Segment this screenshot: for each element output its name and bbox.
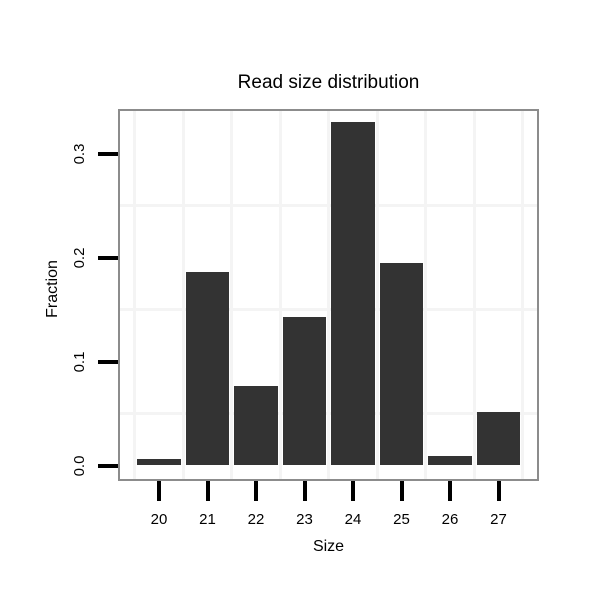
x-axis-tick [399,481,404,501]
minor-gridline-vertical [230,111,234,479]
x-axis-tick-label: 25 [393,511,410,528]
x-axis-tick [157,481,161,501]
y-axis-tick [98,151,118,156]
plot-panel [118,109,539,481]
minor-gridline-horizontal [120,412,537,415]
x-axis-tick [351,481,355,501]
x-axis-tick-label: 24 [344,511,362,528]
x-axis-tick [448,481,452,501]
minor-gridline-vertical [424,111,428,479]
bar-size-24 [331,122,375,466]
minor-gridline-horizontal [120,308,537,311]
minor-gridline-vertical [278,111,282,479]
y-axis-tick [98,359,118,364]
x-axis-tick [254,481,258,501]
bar-size-21 [185,272,230,466]
bar-size-27 [476,412,521,466]
minor-gridline-vertical [133,111,137,479]
minor-gridline-horizontal [120,204,537,207]
minor-gridline-vertical [521,111,525,479]
bar-size-26 [428,456,472,466]
x-axis-tick-label: 22 [247,511,265,528]
y-axis-tick-label: 0.2 [71,247,88,268]
bar-size-20 [137,459,181,466]
minor-gridline-vertical [375,111,379,479]
chart-title: Read size distribution [237,72,420,93]
x-axis-label: Size [312,538,345,555]
y-axis-tick [98,463,118,468]
y-axis-label: Fraction [44,260,61,318]
y-axis-tick-label: 0.1 [71,351,88,372]
x-axis-tick-label: 27 [490,511,507,528]
x-axis-tick-label: 21 [199,511,216,528]
x-axis-tick-label: 23 [296,511,313,528]
minor-gridline-vertical [181,111,185,479]
x-axis-tick [496,481,501,501]
x-axis-tick [205,481,210,501]
bar-size-25 [379,262,424,466]
x-axis-tick-label: 26 [441,511,459,528]
x-axis-tick-label: 20 [150,511,168,528]
x-axis-tick [302,481,307,501]
y-axis-tick-label: 0.0 [71,455,88,476]
y-axis-tick [98,255,118,260]
bar-size-22 [234,386,278,466]
minor-gridline-vertical [472,111,476,479]
bar-size-23 [282,316,327,466]
y-axis-tick-label: 0.3 [71,143,88,164]
minor-gridline-vertical [327,111,331,479]
